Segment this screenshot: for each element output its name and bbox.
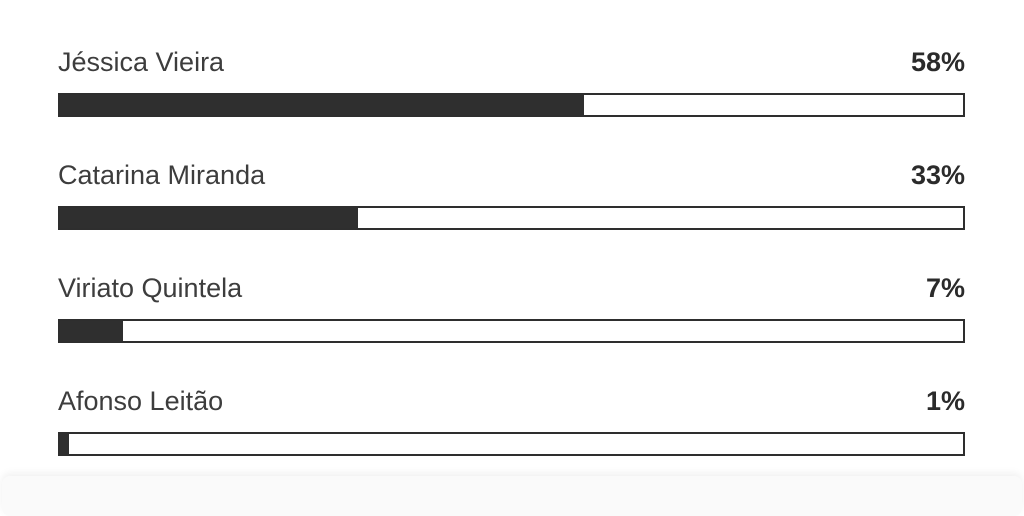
progress-fill [60,208,358,228]
poll-option: Catarina Miranda 33% [58,158,965,238]
progress-bar [58,432,965,456]
progress-bar [58,206,965,230]
option-name: Afonso Leitão [58,386,224,416]
progress-fill [60,95,584,115]
option-percent: 7% [925,273,965,303]
option-name: Viriato Quintela [58,273,243,303]
option-name: Jéssica Vieira [58,47,225,77]
progress-fill [60,434,70,454]
option-name: Catarina Miranda [58,160,266,190]
option-percent: 33% [910,160,965,190]
progress-bar [58,319,965,343]
progress-bar [58,93,965,117]
poll-option: Viriato Quintela 7% [58,271,965,351]
progress-fill [60,321,124,341]
option-percent: 1% [925,386,965,416]
poll-option: Afonso Leitão 1% [58,384,965,464]
poll-option: Jéssica Vieira 58% [58,45,965,125]
bottom-card [2,476,1022,516]
option-percent: 58% [910,47,965,77]
